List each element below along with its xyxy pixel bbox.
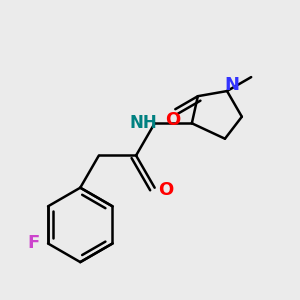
Text: N: N xyxy=(225,76,240,94)
Text: O: O xyxy=(158,181,174,199)
Text: NH: NH xyxy=(129,114,157,132)
Text: F: F xyxy=(28,235,40,253)
Text: O: O xyxy=(165,110,180,128)
